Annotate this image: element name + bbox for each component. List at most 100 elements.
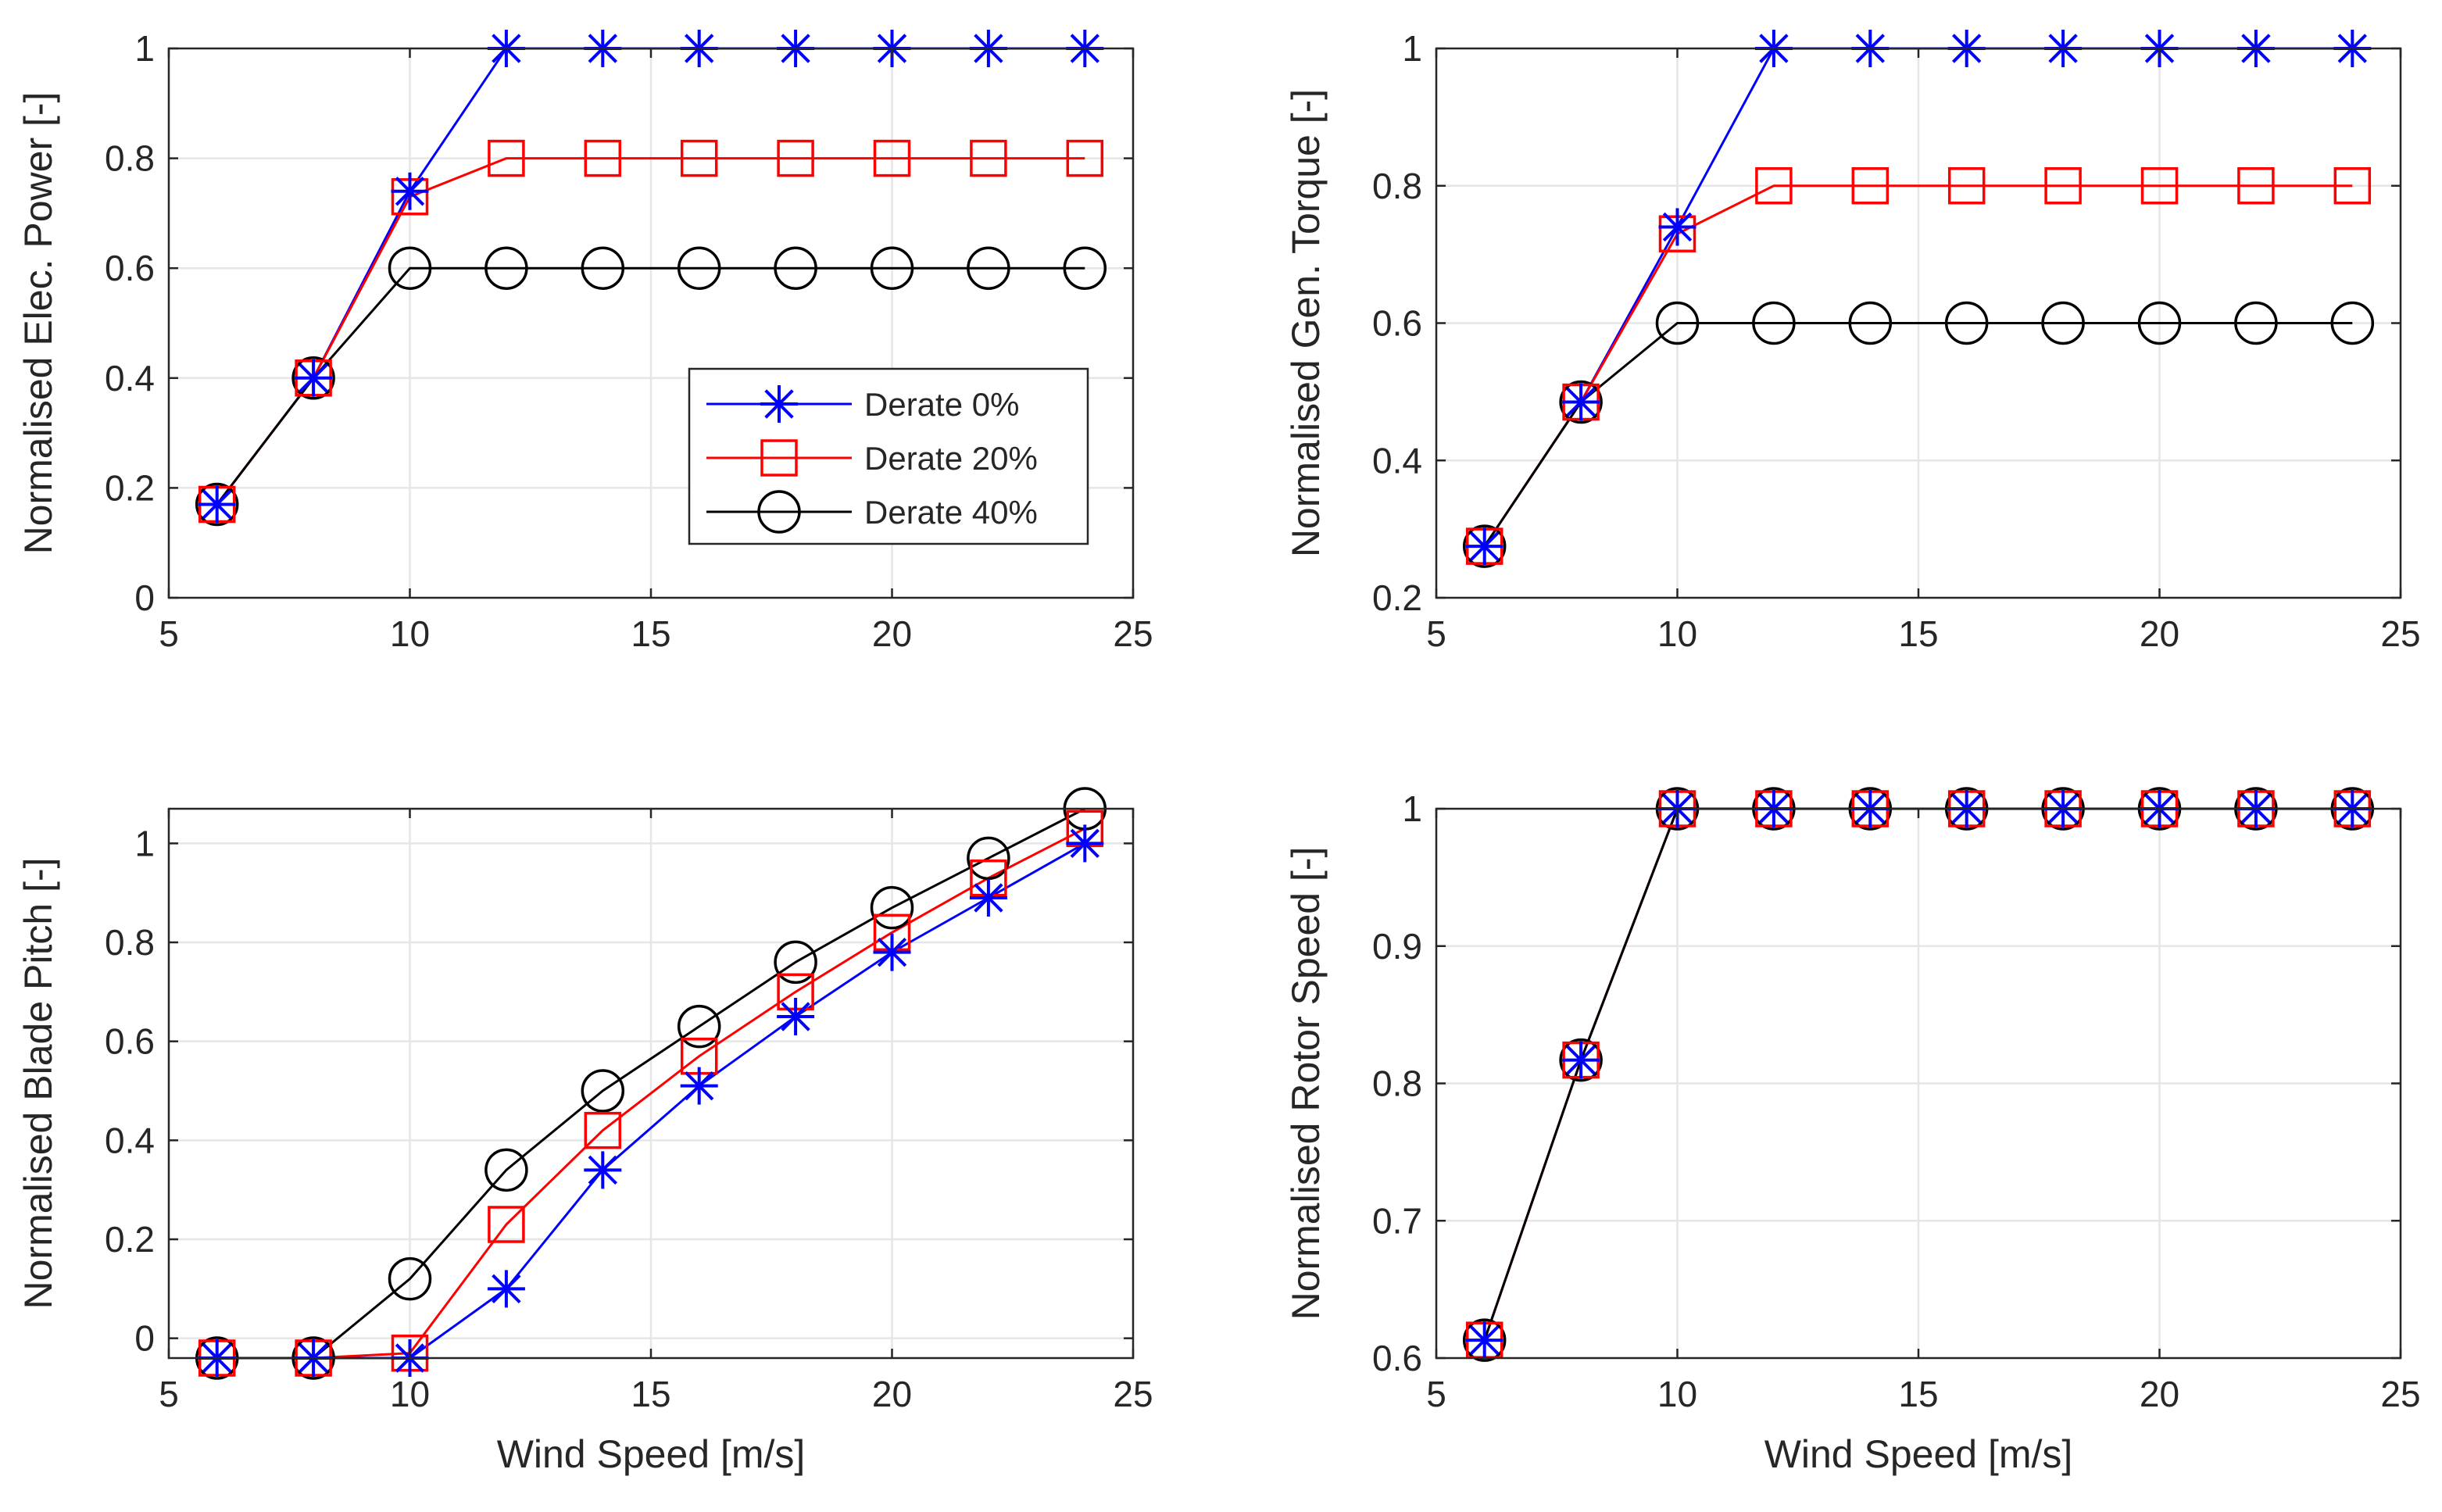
data-point-derate-0: [873, 933, 911, 971]
power-subplot: 5 10 15 20 25 0 0.2 0.4 0.6 0.8 1 Normalised Elec. …: [16, 28, 1153, 654]
series-line-derate-20: [1483, 184, 2353, 547]
data-point-derate-20: [873, 139, 911, 177]
data-point-derate-0: [1562, 383, 1600, 421]
data-point-derate-40: [870, 885, 914, 930]
data-point-derate-20: [2333, 167, 2372, 205]
data-point-derate-40: [774, 246, 817, 290]
y-tick-label: 0.8: [105, 138, 155, 179]
series-line-derate-40: [216, 266, 1085, 506]
data-point-derate-40: [195, 482, 239, 527]
legend-box: [688, 367, 1089, 545]
y-tick-label: 0.9: [1372, 926, 1422, 967]
y-tick-label: 0.8: [1372, 1063, 1422, 1104]
data-point-derate-0: [1465, 1321, 1503, 1360]
data-point-derate-20: [680, 139, 718, 177]
data-point-derate-0: [680, 1067, 718, 1105]
data-point-derate-40: [581, 1069, 625, 1113]
y-tick-label: 0.8: [1372, 166, 1422, 206]
data-point-derate-0: [198, 485, 236, 524]
data-point-derate-40: [484, 1148, 528, 1192]
data-point-derate-40: [581, 246, 625, 290]
data-point-derate-0: [295, 359, 333, 397]
data-point-derate-0: [391, 172, 429, 210]
data-point-derate-0: [1465, 527, 1503, 566]
series-line-derate-20: [216, 157, 1085, 506]
y-axis-label: Normalised Gen. Torque [-]: [1284, 89, 1328, 557]
data-point-derate-40: [2234, 301, 2278, 345]
y-tick-label: 1: [1402, 28, 1422, 69]
x-tick-label: 5: [159, 613, 179, 654]
y-axis-label: Normalised Blade Pitch [-]: [16, 857, 60, 1309]
y-tick-label: 0.2: [1372, 577, 1422, 618]
legend-label-derate-0: Derate 0%: [864, 386, 1019, 423]
x-tick-label: 10: [390, 613, 430, 654]
data-point-derate-20: [1755, 167, 1793, 205]
data-point-derate-40: [1462, 524, 1507, 568]
data-point-derate-40: [1559, 380, 1603, 424]
legend-label-derate-40: Derate 40%: [864, 494, 1038, 531]
data-point-derate-40: [677, 246, 721, 290]
data-point-derate-40: [1559, 1038, 1603, 1082]
data-point-derate-20: [488, 1206, 525, 1243]
legend: Derate 0% Derate 20% Derate 40%: [688, 367, 1089, 545]
x-tick-label: 10: [1657, 1374, 1697, 1414]
data-point-derate-0: [777, 998, 815, 1035]
data-point-derate-40: [388, 1256, 432, 1301]
data-point-derate-40: [2137, 301, 2182, 345]
y-tick-label: 1: [1402, 788, 1422, 829]
series-line-derate-20: [216, 827, 1085, 1360]
x-tick-label: 5: [159, 1374, 179, 1414]
data-point-derate-20: [488, 139, 525, 177]
data-point-derate-20: [970, 139, 1007, 177]
x-tick-label: 25: [2380, 613, 2420, 654]
data-point-derate-0: [487, 1270, 525, 1308]
data-point-derate-40: [870, 246, 914, 290]
data-point-derate-0: [969, 879, 1007, 917]
x-tick-label: 25: [2380, 1374, 2420, 1414]
x-tick-label: 20: [872, 1374, 912, 1414]
x-tick-label: 20: [2140, 613, 2179, 654]
y-tick-label: 0.6: [1372, 1338, 1422, 1378]
data-point-derate-20: [1851, 167, 1890, 205]
x-tick-label: 10: [1657, 613, 1697, 654]
y-tick-label: 0.7: [1372, 1200, 1422, 1241]
data-point-derate-20: [584, 139, 622, 177]
torque-subplot: 5 10 15 20 25 0.2 0.4 0.6 0.8 1 Normalised Gen. To…: [1284, 28, 2421, 654]
legend-marker-derate-0: [760, 385, 798, 423]
y-axis-label: Normalised Rotor Speed [-]: [1284, 847, 1328, 1321]
data-point-derate-20: [584, 1111, 622, 1149]
x-tick-label: 20: [872, 613, 912, 654]
data-point-derate-40: [1655, 301, 1700, 345]
y-tick-label: 0.8: [105, 922, 155, 963]
data-point-derate-40: [967, 836, 1010, 881]
y-tick-label: 0.6: [105, 248, 155, 288]
y-tick-label: 0.6: [1372, 303, 1422, 344]
y-tick-label: 0.6: [105, 1021, 155, 1062]
data-point-derate-40: [484, 246, 528, 290]
data-point-derate-40: [967, 246, 1010, 290]
pitch-subplot: 5 10 15 20 25 0 0.2 0.4 0.6 0.8 1 Normalised Blade …: [16, 787, 1153, 1476]
x-tick-label: 5: [1426, 1374, 1446, 1414]
data-point-derate-40: [677, 1004, 721, 1049]
y-tick-label: 0: [134, 1318, 155, 1359]
legend-marker-derate-40: [757, 490, 801, 534]
y-axis-label: Normalised Elec. Power [-]: [16, 92, 60, 555]
legend-marker-derate-20: [760, 439, 798, 477]
y-tick-label: 0.4: [105, 358, 155, 399]
x-tick-label: 15: [1898, 613, 1938, 654]
data-point-derate-40: [774, 940, 817, 985]
data-point-derate-20: [2044, 167, 2082, 205]
data-point-derate-40: [1752, 301, 1796, 345]
y-tick-label: 1: [134, 28, 155, 69]
data-point-derate-40: [388, 246, 432, 290]
data-point-derate-40: [2330, 301, 2375, 345]
data-point-derate-20: [2237, 167, 2275, 205]
y-tick-label: 0.2: [105, 467, 155, 508]
rotor-speed-subplot: 5 10 15 20 25 0.6 0.7 0.8 0.9 1 Normalised Rotor S…: [1284, 787, 2421, 1476]
x-tick-label: 15: [631, 1374, 670, 1414]
y-tick-label: 0: [134, 577, 155, 618]
y-tick-label: 0.4: [1372, 440, 1422, 481]
x-axis-label: Wind Speed [m/s]: [1764, 1432, 2073, 1476]
data-point-derate-40: [1848, 301, 1893, 345]
data-point-derate-0: [1658, 208, 1697, 246]
